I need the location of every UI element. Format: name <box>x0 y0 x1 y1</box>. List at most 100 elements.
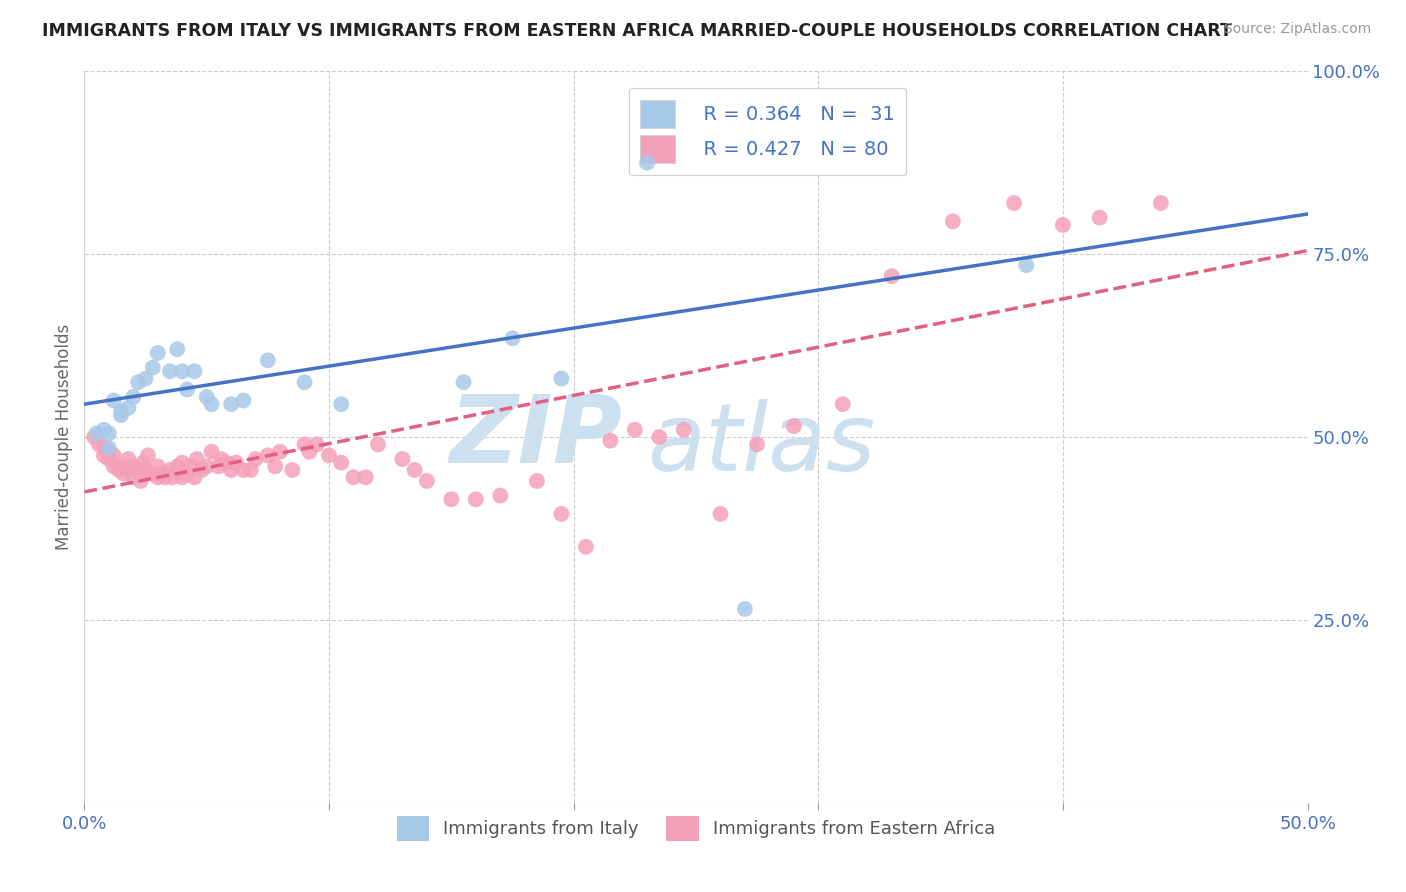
Text: ZIP: ZIP <box>450 391 623 483</box>
Point <box>122 390 145 404</box>
Point <box>831 397 853 411</box>
Point <box>648 430 671 444</box>
Point <box>122 459 145 474</box>
Y-axis label: Married-couple Households: Married-couple Households <box>55 324 73 550</box>
Point <box>624 423 647 437</box>
Point <box>219 463 242 477</box>
Point <box>239 463 262 477</box>
Point <box>232 393 254 408</box>
Point <box>318 448 340 462</box>
Text: atlas: atlas <box>647 399 876 490</box>
Point <box>127 376 149 390</box>
Point <box>132 456 155 470</box>
Point <box>880 269 903 284</box>
Point <box>107 463 129 477</box>
Point <box>672 423 695 437</box>
Point <box>1002 196 1025 211</box>
Point <box>294 376 316 390</box>
Point <box>404 463 426 477</box>
Point <box>159 364 181 378</box>
Point <box>330 397 353 411</box>
Point <box>232 463 254 477</box>
Point <box>342 470 364 484</box>
Point <box>146 346 169 360</box>
Point <box>135 463 157 477</box>
Point <box>734 602 756 616</box>
Point <box>93 423 115 437</box>
Point <box>183 470 205 484</box>
Point <box>195 390 218 404</box>
Point <box>186 452 208 467</box>
Point <box>127 463 149 477</box>
Point <box>416 474 439 488</box>
Point <box>257 448 280 462</box>
Point <box>117 452 139 467</box>
Point <box>1015 258 1038 272</box>
Point <box>166 343 188 357</box>
Point <box>354 470 377 484</box>
Point <box>783 419 806 434</box>
Point <box>257 353 280 368</box>
Point <box>709 507 731 521</box>
Point <box>103 393 125 408</box>
Point <box>103 448 125 462</box>
Point <box>172 470 194 484</box>
Point <box>294 437 316 451</box>
Point <box>269 444 291 458</box>
Point <box>942 214 965 228</box>
Point <box>172 364 194 378</box>
Point <box>176 383 198 397</box>
Point <box>162 470 184 484</box>
Point <box>464 492 486 507</box>
Point <box>97 441 120 455</box>
Point <box>489 489 512 503</box>
Point <box>330 456 353 470</box>
Point <box>129 474 152 488</box>
Legend: Immigrants from Italy, Immigrants from Eastern Africa: Immigrants from Italy, Immigrants from E… <box>389 809 1002 848</box>
Point <box>117 463 139 477</box>
Point <box>146 470 169 484</box>
Point <box>110 404 132 418</box>
Point <box>86 426 108 441</box>
Text: Source: ZipAtlas.com: Source: ZipAtlas.com <box>1223 22 1371 37</box>
Point <box>97 426 120 441</box>
Point <box>747 437 769 451</box>
Point <box>1088 211 1111 225</box>
Point <box>391 452 413 467</box>
Point <box>502 331 524 345</box>
Point <box>440 492 463 507</box>
Point <box>110 459 132 474</box>
Point <box>93 448 115 462</box>
Point <box>117 401 139 415</box>
Point <box>172 456 194 470</box>
Point <box>209 452 232 467</box>
Point <box>136 448 159 462</box>
Point <box>83 430 105 444</box>
Point <box>122 470 145 484</box>
Point <box>575 540 598 554</box>
Point <box>166 459 188 474</box>
Point <box>1150 196 1173 211</box>
Point <box>281 463 304 477</box>
Point <box>200 397 222 411</box>
Point <box>176 467 198 481</box>
Point <box>208 459 231 474</box>
Point <box>181 459 204 474</box>
Point <box>264 459 287 474</box>
Point <box>550 507 572 521</box>
Point <box>550 371 572 385</box>
Point <box>225 456 247 470</box>
Point <box>305 437 328 451</box>
Point <box>103 459 125 474</box>
Point <box>599 434 621 448</box>
Point <box>183 364 205 378</box>
Point <box>142 360 165 375</box>
Point <box>97 452 120 467</box>
Point <box>112 467 135 481</box>
Point <box>153 470 176 484</box>
Point <box>87 437 110 451</box>
Point <box>453 376 475 390</box>
Point <box>152 467 174 481</box>
Point <box>367 437 389 451</box>
Point <box>159 463 181 477</box>
